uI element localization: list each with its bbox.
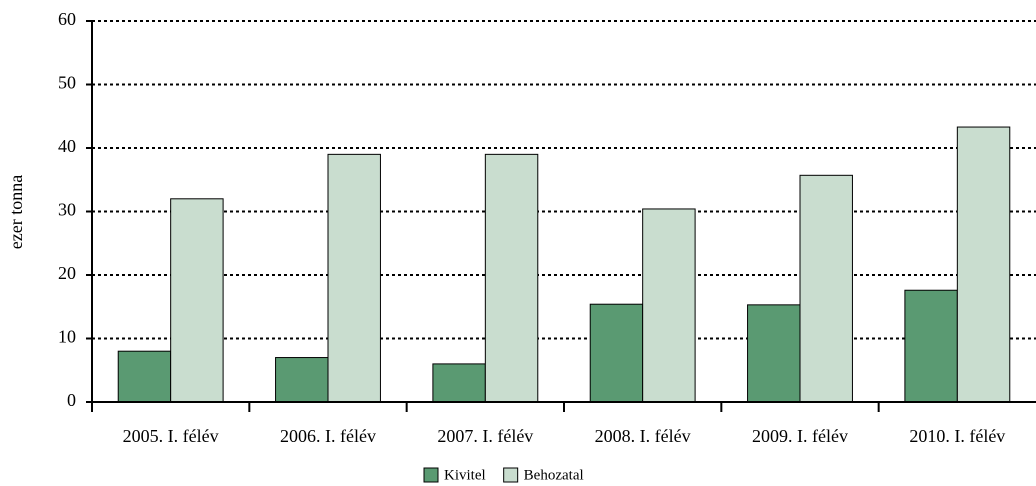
bar <box>956 126 1011 403</box>
y-tick-label: 30 <box>58 200 76 220</box>
bar <box>904 289 958 403</box>
y-axis-label: ezer tonna <box>6 175 26 249</box>
x-tick-label: 2006. I. félév <box>280 426 376 446</box>
bar <box>642 208 696 403</box>
bar <box>117 350 172 403</box>
legend-swatch <box>423 467 439 483</box>
bar <box>432 363 486 403</box>
y-tick-label: 60 <box>58 9 76 29</box>
y-tick-label: 0 <box>67 390 76 410</box>
bar <box>275 357 329 403</box>
bar <box>170 198 224 403</box>
bar <box>484 153 539 403</box>
bar <box>799 174 853 403</box>
legend-label: Behozatal <box>524 467 584 483</box>
bar <box>327 153 381 403</box>
x-tick-label: 2007. I. félév <box>437 426 533 446</box>
x-tick-label: 2008. I. félév <box>595 426 691 446</box>
legend-swatch <box>503 467 519 483</box>
bar <box>747 304 801 403</box>
x-tick-label: 2009. I. félév <box>752 426 848 446</box>
x-tick-label: 2010. I. félév <box>909 426 1005 446</box>
legend-label: Kivitel <box>444 467 486 483</box>
y-tick-label: 40 <box>58 136 76 156</box>
y-tick-label: 50 <box>58 73 76 93</box>
x-tick-label: 2005. I. félév <box>123 426 219 446</box>
bar <box>589 303 644 403</box>
y-tick-label: 10 <box>58 327 76 347</box>
y-tick-label: 20 <box>58 263 76 283</box>
